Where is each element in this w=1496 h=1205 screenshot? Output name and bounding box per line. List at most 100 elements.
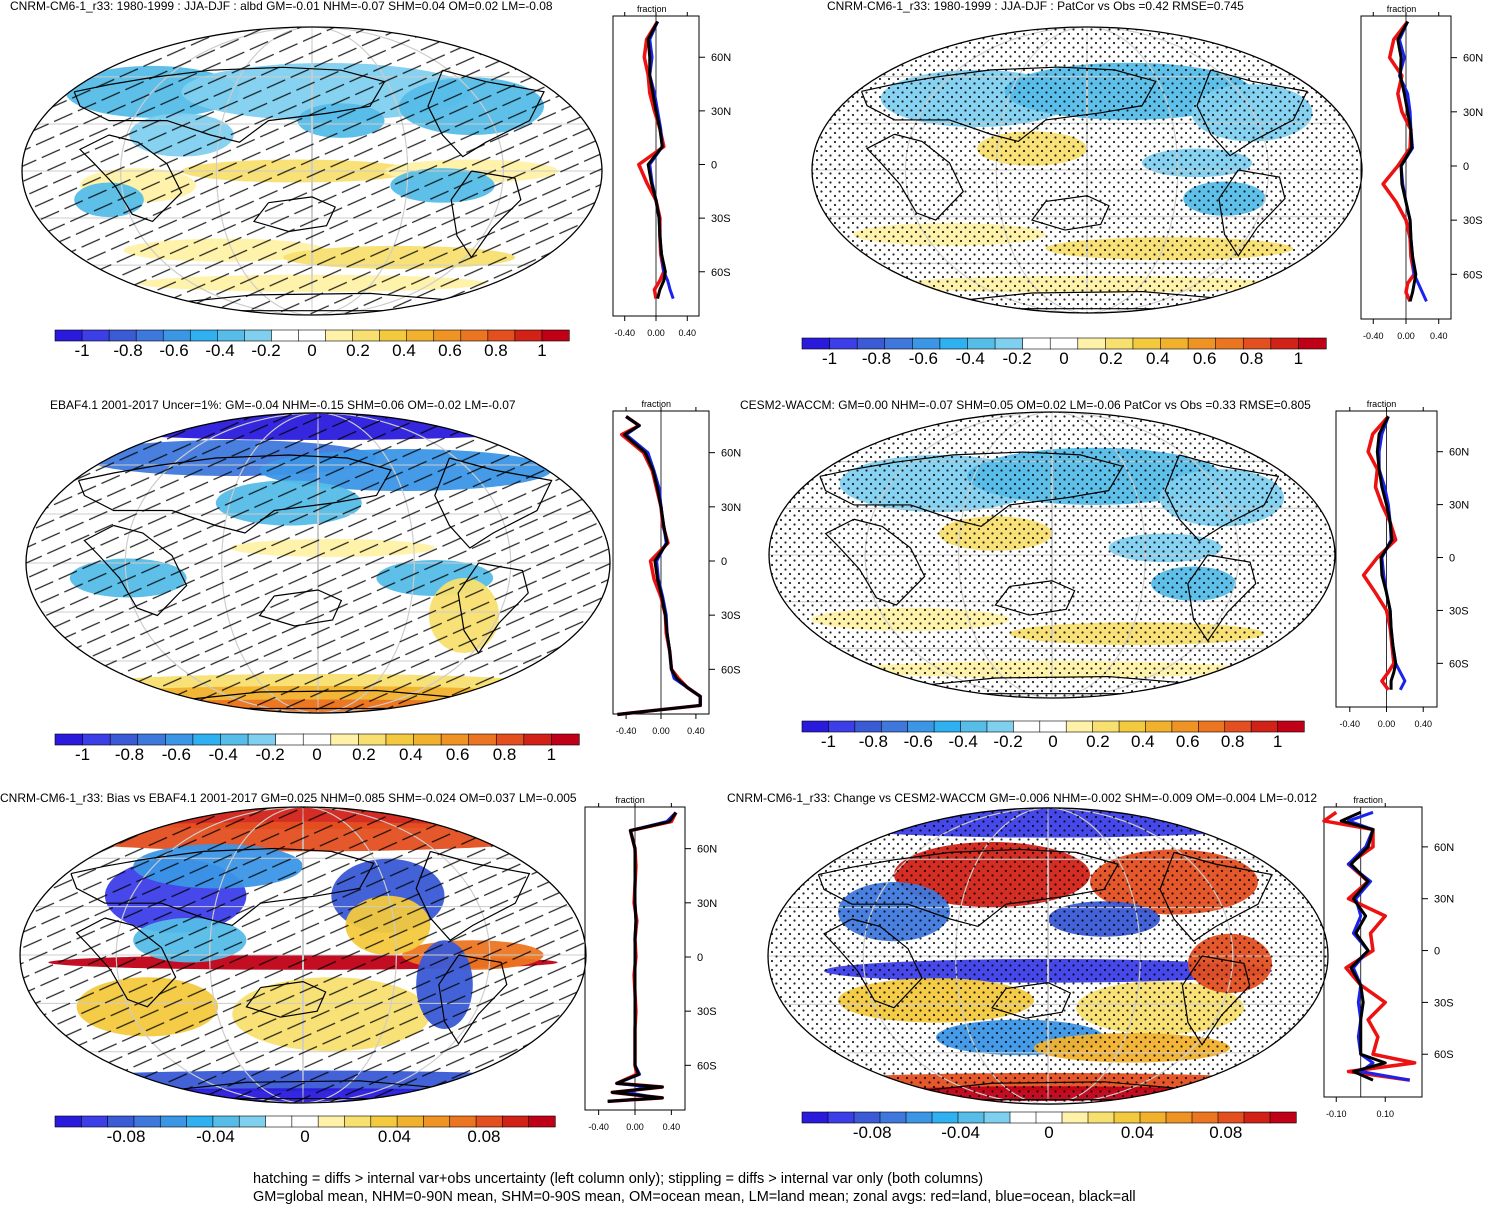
colorbar-tick-label: 0.2 (346, 341, 370, 360)
colorbar-tick-label: 1 (537, 341, 546, 360)
coastline (450, 170, 522, 259)
coastline (252, 196, 337, 233)
colorbar: -1 -0.8 -0.6 -0.4 -0.2 0 0.2 0.4 0.6 0.8 1 (54, 733, 580, 764)
colorbar-swatch (413, 733, 442, 746)
colorbar-tick-label: -0.6 (909, 349, 938, 368)
colorbar-swatch (212, 1115, 240, 1128)
zonal-ytick-label: 60N (1449, 447, 1469, 459)
colorbar-swatch (828, 720, 856, 733)
colorbar-tick-label: -0.8 (115, 745, 144, 764)
zonal-ytick-label: 60S (711, 267, 731, 279)
map-outline (811, 26, 1363, 314)
zonal-series-all (1375, 415, 1398, 690)
coastline (415, 850, 531, 941)
colorbar-tick-label: -0.2 (1002, 349, 1031, 368)
zonal-ytick-label: 30S (721, 610, 741, 622)
colorbar-tick-label: 0.6 (1193, 349, 1217, 368)
coastline (75, 917, 177, 1008)
colorbar-swatch (801, 337, 831, 350)
coastline (823, 918, 923, 1009)
colorbar-swatch (244, 329, 273, 342)
coastline (1031, 195, 1110, 231)
zonal-xtick-label: 0.40 (679, 328, 697, 338)
zonal-title: fraction (641, 399, 671, 409)
colorbar-tick-label: 0.08 (467, 1127, 500, 1146)
zonal-ytick-label: 0 (697, 952, 703, 964)
coastline (245, 981, 327, 1018)
zonal-ytick-label: 60N (1463, 53, 1483, 65)
colorbar-swatch (931, 1111, 959, 1124)
colorbar-swatch (1118, 720, 1147, 733)
colorbar-swatch (385, 733, 415, 746)
colorbar-tick-label: -0.4 (209, 745, 238, 764)
colorbar: -1 -0.8 -0.6 -0.4 -0.2 0 0.2 0.4 0.6 0.8 1 (801, 720, 1305, 751)
colorbar-swatch (189, 329, 218, 342)
colorbar-swatch (396, 1115, 425, 1128)
colorbar-tick-label: 0.8 (1240, 349, 1264, 368)
zonal-xtick-label: 0.00 (1397, 331, 1415, 341)
colorbar-swatch (1013, 720, 1041, 733)
zonal-series-all (607, 811, 678, 1103)
zonal-ytick-label: 30N (1463, 107, 1483, 119)
colorbar-tick-label: 0.8 (493, 745, 517, 764)
panel-5: CNRM-CM6-1_r33: Bias vs EBAF4.1 2001-201… (0, 791, 717, 1146)
map (768, 807, 1328, 1105)
colorbar-swatch (406, 329, 435, 342)
colorbar-swatch (302, 733, 332, 746)
colorbar-tick-label: 1 (1273, 732, 1282, 751)
colorbar-tick-label: -1 (822, 349, 837, 368)
zonal-ytick-label: 30N (1434, 894, 1454, 906)
zonal-xtick-label: 0.40 (663, 1122, 681, 1132)
colorbar-tick-label: 1 (547, 745, 556, 764)
panel-title: CESM2-WACCM: GM=0.00 NHM=-0.07 SHM=0.05 … (740, 398, 1311, 412)
colorbar-swatch (265, 1115, 293, 1128)
coastline (83, 524, 188, 617)
coastline (258, 589, 343, 627)
coastline (78, 134, 183, 223)
colorbar-swatch (135, 329, 164, 342)
zonal-series-land (1381, 20, 1416, 303)
colorbar-swatch (1061, 1111, 1089, 1124)
colorbar-swatch (1250, 720, 1279, 733)
colorbar-swatch (475, 1115, 503, 1128)
colorbar-tick-label: 0 (312, 745, 321, 764)
colorbar-swatch (827, 1111, 855, 1124)
colorbar-swatch (1298, 337, 1327, 350)
colorbar-swatch (275, 733, 304, 746)
colorbar-tick-label: -0.2 (255, 745, 284, 764)
zonal-average: fraction 60N 30N 0 30S 60S -0.40 0.00 0.40 (612, 4, 731, 338)
colorbar-swatch (983, 1111, 1011, 1124)
colorbar-tick-label: -0.4 (205, 341, 234, 360)
colorbar-swatch (541, 329, 570, 342)
colorbar-swatch (165, 733, 194, 746)
colorbar-swatch (1191, 1111, 1219, 1124)
panel-2: CNRM-CM6-1_r33: 1980-1999 : JJA-DJF : Pa… (801, 0, 1483, 368)
colorbar-swatch (1022, 337, 1051, 350)
panel-title: CNRM-CM6-1_r33: 1980-1999 : JJA-DJF : Pa… (827, 0, 1244, 13)
zonal-series-all (1396, 20, 1418, 302)
coastline (1187, 554, 1257, 642)
colorbar-swatch (440, 733, 470, 746)
colorbar-swatch (939, 337, 969, 350)
coastline (78, 454, 392, 534)
map (812, 27, 1362, 313)
zonal-average: fraction 60N 30N 0 30S 60S -0.40 0.00 0.40 (612, 399, 741, 736)
colorbar-swatch (460, 329, 489, 342)
coastline (1218, 169, 1286, 257)
colorbar-swatch (162, 329, 191, 342)
map (769, 412, 1335, 698)
colorbar-swatch (1145, 720, 1173, 733)
colorbar-swatch (495, 733, 525, 746)
colorbar-tick-label: -1 (75, 745, 90, 764)
colorbar: -0.08 -0.04 0 0.04 0.08 (54, 1115, 556, 1146)
colorbar-swatch (54, 733, 84, 746)
colorbar-tick-label: -0.2 (251, 341, 280, 360)
colorbar-swatch (1215, 337, 1244, 350)
map-outline (768, 411, 1336, 699)
colorbar-swatch (487, 329, 516, 342)
zonal-ytick-label: 30S (711, 213, 731, 225)
colorbar-swatch (298, 329, 327, 342)
colorbar-swatch (1160, 337, 1189, 350)
colorbar-tick-label: -0.04 (941, 1123, 980, 1142)
zonal-title: fraction (637, 4, 667, 14)
